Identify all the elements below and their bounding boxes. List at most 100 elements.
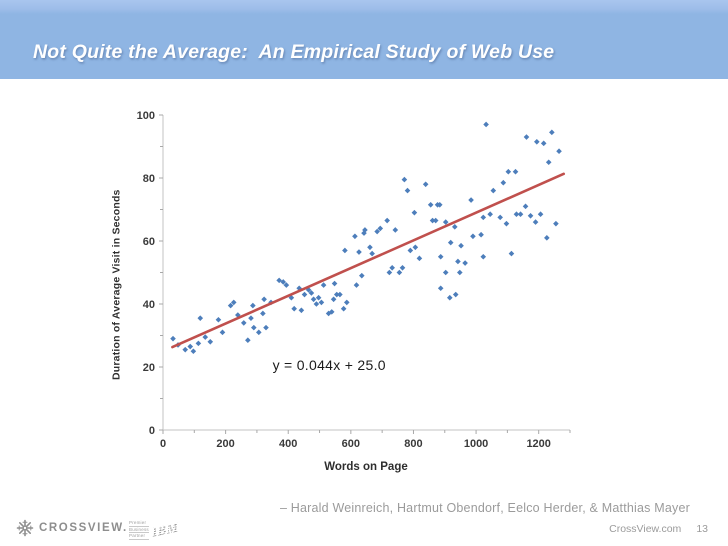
data-point [288,294,295,301]
data-point [549,129,555,136]
data-point [401,176,408,183]
y-tick-label: 40 [143,299,155,311]
data-point [260,310,266,317]
data-point [513,211,520,218]
data-point [331,280,338,287]
data-point [301,291,308,298]
data-point [468,197,474,203]
data-point [343,299,350,306]
data-point [483,121,489,128]
data-point [517,211,524,218]
data-point [245,337,251,344]
data-point [369,250,375,257]
data-point [362,227,368,233]
data-point [497,214,503,221]
y-tick-label: 20 [143,362,155,374]
x-tick-label: 0 [160,438,166,450]
data-point [250,302,256,309]
data-point [240,320,247,326]
data-point [451,224,458,230]
data-point [248,315,254,321]
crossview-logo: CROSSVIEW. [16,519,128,537]
data-point [508,250,515,257]
footer-right: CrossView.com 13 [609,523,708,535]
data-point [392,227,399,233]
data-point [235,312,241,318]
data-point [182,346,189,353]
data-point [352,233,358,240]
data-point [374,228,380,235]
data-point [305,287,312,293]
y-tick-label: 80 [143,173,155,185]
partner-mark-text: Premier Business Partner [129,520,149,540]
data-point [313,301,320,307]
data-point [396,269,403,276]
data-point [537,211,544,218]
data-point [527,213,534,219]
data-point [447,239,454,246]
data-point [544,235,550,241]
data-point [456,269,463,276]
data-point [452,291,459,298]
data-point [353,282,360,288]
slide-header: Not Quite the Average: An Empirical Stud… [0,0,728,79]
x-tick-label: 600 [342,438,360,450]
data-point [325,310,332,317]
data-point [404,187,411,194]
x-axis-title: Words on Page [324,461,408,473]
data-point [195,340,202,347]
data-point [540,140,547,147]
data-point [500,179,507,186]
data-point [427,201,434,208]
data-point [250,324,257,331]
data-point [505,168,512,175]
data-point [219,329,226,336]
data-point [202,334,209,340]
data-point [170,335,176,342]
data-point [207,339,214,345]
data-point [356,249,362,255]
data-point [522,203,529,210]
data-point [442,219,449,225]
data-point [328,309,335,315]
data-point [384,217,390,224]
data-point [283,282,290,288]
snowflake-icon [16,519,34,537]
crossview-wordmark: CROSSVIEW. [39,522,128,534]
data-point [487,211,493,218]
y-tick-label: 0 [149,425,155,437]
data-point [261,296,267,303]
data-point [553,220,559,227]
page-number: 13 [696,523,708,535]
data-point [442,269,449,276]
x-tick-label: 200 [216,438,234,450]
data-point [215,316,222,323]
ibm-partner-mark: Premier Business Partner IBM [129,518,185,542]
data-point [523,134,530,140]
y-tick-label: 100 [137,110,155,122]
data-point [556,148,562,155]
data-point [291,305,297,312]
y-tick-label: 60 [143,236,155,248]
data-point [455,258,461,265]
data-point [407,247,414,254]
data-point [437,285,444,292]
x-tick-label: 1200 [526,438,550,450]
x-tick-label: 800 [404,438,422,450]
data-point [429,217,436,224]
data-point [389,264,395,271]
data-point [298,307,305,314]
data-point [412,244,419,251]
data-point [333,291,340,298]
attribution-text: – Harald Weinreich, Hartmut Obendorf, Ee… [279,501,690,515]
data-point [437,253,444,260]
data-point [399,264,406,271]
data-point [263,324,269,331]
data-point [478,231,484,238]
data-point [446,294,453,301]
data-point [545,159,552,166]
data-point [532,219,539,225]
data-point [308,290,315,296]
footer-website: CrossView.com [609,523,682,535]
